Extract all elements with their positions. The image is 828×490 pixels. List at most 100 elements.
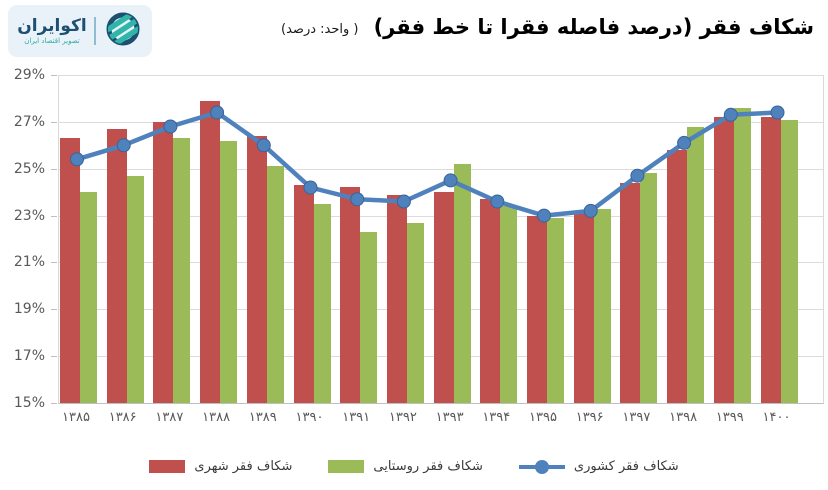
x-axis-label: ۱۳۹۳	[435, 410, 464, 425]
ecoiran-logo[interactable]: اکوایران تصویر اقتصاد ایران	[8, 5, 152, 57]
x-axis-label: ۱۳۹۷	[622, 410, 651, 425]
bar-urban	[573, 210, 594, 403]
y-axis-tick	[51, 356, 57, 358]
line-marker	[303, 180, 318, 195]
line-marker	[396, 194, 411, 209]
line-marker	[770, 105, 785, 120]
bar-urban	[433, 192, 454, 403]
bar-rural	[593, 208, 611, 403]
chart-title: شکاف فقر (درصد فاصله فقرا تا خط فقر)	[373, 15, 814, 39]
bar-urban	[340, 187, 361, 403]
x-axis-label: ۱۳۹۸	[669, 410, 698, 425]
national-line-layer	[70, 105, 785, 223]
line-marker	[490, 194, 505, 209]
legend-label-rural: شکاف فقر روستایی	[373, 459, 483, 474]
bar-rural	[500, 206, 518, 403]
x-axis-label: ۱۴۰۰	[762, 410, 791, 425]
bar-rural	[547, 217, 564, 403]
y-axis-tick	[51, 309, 57, 311]
x-axis-label: ۱۳۹۰	[295, 410, 324, 425]
line-marker	[443, 173, 458, 188]
y-axis-tick	[51, 403, 57, 404]
logo-text: اکوایران تصویر اقتصاد ایران	[17, 16, 87, 46]
bar-urban	[60, 138, 80, 403]
chart-header: شکاف فقر (درصد فاصله فقرا تا خط فقر) ( و…	[170, 9, 814, 48]
bar-urban	[200, 100, 221, 403]
bar-rural	[313, 203, 331, 403]
brand-tagline: تصویر اقتصاد ایران	[24, 37, 80, 45]
line-marker	[116, 138, 131, 153]
plot-area	[58, 75, 824, 404]
brand-name: اکوایران	[17, 16, 87, 36]
x-axis-label: ۱۳۸۷	[155, 410, 184, 425]
legend-item-rural[interactable]: شکاف فقر روستایی	[328, 459, 483, 474]
x-axis-label: ۱۳۹۱	[342, 410, 371, 425]
legend-item-national[interactable]: شکاف فقر کشوری	[518, 459, 679, 474]
y-axis-label: 25%	[13, 160, 45, 177]
ecoiran-globe-icon	[102, 9, 144, 53]
x-axis: ۱۳۸۵ ۱۳۸۶ ۱۳۸۷ ۱۳۸۸ ۱۳۸۹ ۱۳۹۰ ۱۳۹۱ ۱۳۹۲ ۱۳۹۳ ۱۳۹۴…	[58, 410, 822, 432]
x-axis-label: ۱۳۹۶	[575, 410, 604, 425]
y-axis: 15% 17% 19% 21% 23% 25% 27% 29%	[0, 67, 58, 411]
y-axis-label: 17%	[13, 348, 45, 365]
gridline	[59, 75, 823, 76]
line-marker	[583, 203, 598, 218]
x-axis-label: ۱۳۸۸	[202, 410, 231, 425]
bar-rural	[733, 107, 751, 403]
y-axis-tick	[51, 168, 57, 170]
bar-urban	[480, 199, 501, 403]
y-axis-tick	[51, 262, 57, 264]
x-axis-label: ۱۳۹۹	[715, 410, 744, 425]
line-marker	[723, 107, 738, 122]
x-axis-label: ۱۳۹۲	[388, 410, 417, 425]
bar-urban	[527, 215, 547, 403]
bar-urban	[620, 182, 641, 403]
rural-series-swatch	[328, 460, 365, 473]
legend-item-urban[interactable]: شکاف فقر شهری	[149, 459, 292, 474]
y-axis-label: 15%	[13, 395, 45, 411]
line-marker	[70, 152, 84, 167]
x-axis-label: ۱۳۸۵	[62, 410, 90, 425]
urban-series-swatch	[149, 460, 186, 473]
bar-rural	[80, 192, 97, 403]
line-marker	[256, 138, 271, 153]
bar-urban	[667, 149, 688, 403]
line-marker	[210, 105, 225, 120]
y-axis-label: 19%	[13, 301, 45, 318]
bar-urban	[106, 128, 127, 403]
line-marker	[630, 168, 645, 183]
bar-urban	[246, 135, 267, 403]
bar-rural	[360, 231, 378, 403]
line-marker	[537, 208, 551, 223]
x-axis-label: ۱۳۸۹	[248, 410, 277, 425]
bar-rural	[126, 175, 144, 403]
legend-label-urban: شکاف فقر شهری	[194, 459, 293, 474]
x-axis-label: ۱۳۹۴	[482, 410, 511, 425]
legend-label-national: شکاف فقر کشوری	[573, 459, 679, 474]
bar-urban	[386, 194, 407, 403]
bar-urban	[153, 121, 174, 403]
x-axis-label: ۱۳۸۶	[108, 410, 137, 425]
y-axis-tick	[51, 121, 57, 123]
bar-rural	[220, 140, 238, 403]
gridline	[59, 168, 823, 170]
y-axis-tick	[51, 75, 57, 76]
national-series-swatch	[518, 459, 565, 474]
logo-separator	[93, 17, 96, 45]
y-axis-label: 29%	[13, 67, 45, 83]
bar-rural	[687, 126, 705, 403]
line-marker	[163, 119, 178, 134]
x-axis-label: ۱۳۹۵	[529, 410, 557, 425]
y-axis-label: 27%	[13, 113, 45, 130]
y-axis-label: 23%	[13, 207, 45, 224]
y-axis-label: 21%	[13, 254, 45, 271]
bar-rural	[453, 164, 471, 403]
bar-rural	[780, 119, 798, 403]
unit-note: ( واحد: درصد)	[281, 22, 359, 37]
bar-rural	[406, 222, 424, 403]
line-marker	[350, 192, 365, 207]
bar-urban	[713, 117, 734, 403]
national-line	[76, 110, 778, 218]
bar-rural	[266, 166, 284, 403]
